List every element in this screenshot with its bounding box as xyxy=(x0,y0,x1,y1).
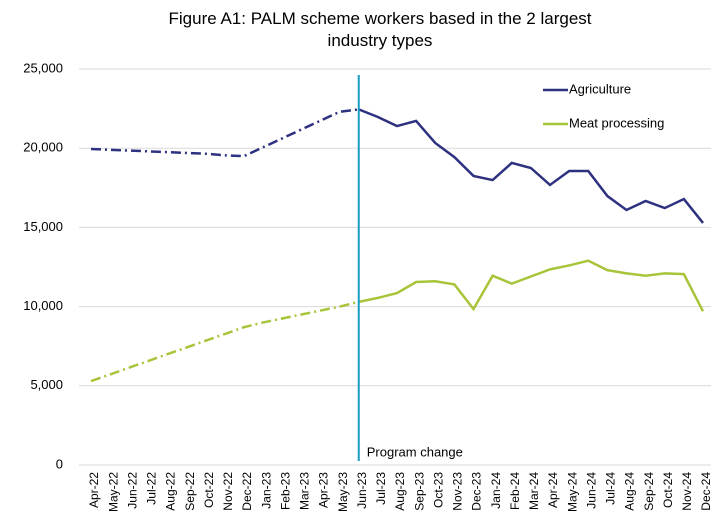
x-tick-label: Jan-23 xyxy=(259,472,273,509)
x-tick-label: Jun-23 xyxy=(355,472,369,509)
x-tick-label: Jun-24 xyxy=(584,472,598,509)
x-tick-label: Nov-23 xyxy=(451,472,465,511)
projected-line xyxy=(90,108,359,158)
x-tick-label: Jul-22 xyxy=(145,472,159,505)
annotation-label: Program change xyxy=(367,444,463,459)
x-tick-label: Apr-22 xyxy=(87,472,101,508)
x-tick-label: Apr-23 xyxy=(317,472,331,508)
x-tick-label: Sep-22 xyxy=(183,472,197,511)
y-tick-label: 25,000 xyxy=(23,60,63,75)
legend-label: Meat processing xyxy=(569,115,664,130)
x-tick-label: Jan-24 xyxy=(489,472,503,509)
x-tick-label: Oct-23 xyxy=(431,472,445,508)
legend-label: Agriculture xyxy=(569,81,631,96)
x-tick-label: Nov-24 xyxy=(680,472,694,511)
x-tick-label: Jul-23 xyxy=(374,472,388,505)
y-tick-label: 15,000 xyxy=(23,219,63,234)
x-tick-label: Nov-22 xyxy=(221,472,235,511)
x-tick-label: Jul-24 xyxy=(604,472,618,505)
x-tick-label: Dec-22 xyxy=(240,472,254,511)
x-tick-label: May-24 xyxy=(565,472,579,512)
x-tick-label: Aug-23 xyxy=(393,472,407,511)
x-tick-label: Jun-22 xyxy=(125,472,139,509)
x-tick-label: Mar-24 xyxy=(527,472,541,510)
x-tick-label: Feb-23 xyxy=(278,472,292,510)
x-tick-label: Aug-22 xyxy=(164,472,178,511)
series-line xyxy=(358,108,704,224)
y-tick-label: 20,000 xyxy=(23,140,63,155)
x-tick-label: Sep-23 xyxy=(412,472,426,511)
projected-line xyxy=(90,300,360,383)
x-tick-label: Sep-24 xyxy=(642,472,656,511)
x-tick-label: Apr-24 xyxy=(546,472,560,508)
x-tick-label: May-23 xyxy=(336,472,350,512)
x-tick-label: Mar-23 xyxy=(298,472,312,510)
x-tick-label: Oct-22 xyxy=(202,472,216,508)
x-tick-label: Aug-24 xyxy=(623,472,637,511)
y-tick-label: 10,000 xyxy=(23,298,63,313)
x-tick-label: May-22 xyxy=(106,472,120,512)
x-tick-label: Feb-24 xyxy=(508,472,522,510)
x-tick-label: Dec-24 xyxy=(699,472,713,511)
x-tick-label: Dec-23 xyxy=(470,472,484,511)
series-line xyxy=(358,259,705,312)
y-tick-label: 0 xyxy=(56,456,63,471)
x-tick-label: Oct-24 xyxy=(661,472,675,508)
chart-title: Figure A1: PALM scheme workers based in … xyxy=(168,9,592,50)
y-tick-label: 5,000 xyxy=(30,377,63,392)
